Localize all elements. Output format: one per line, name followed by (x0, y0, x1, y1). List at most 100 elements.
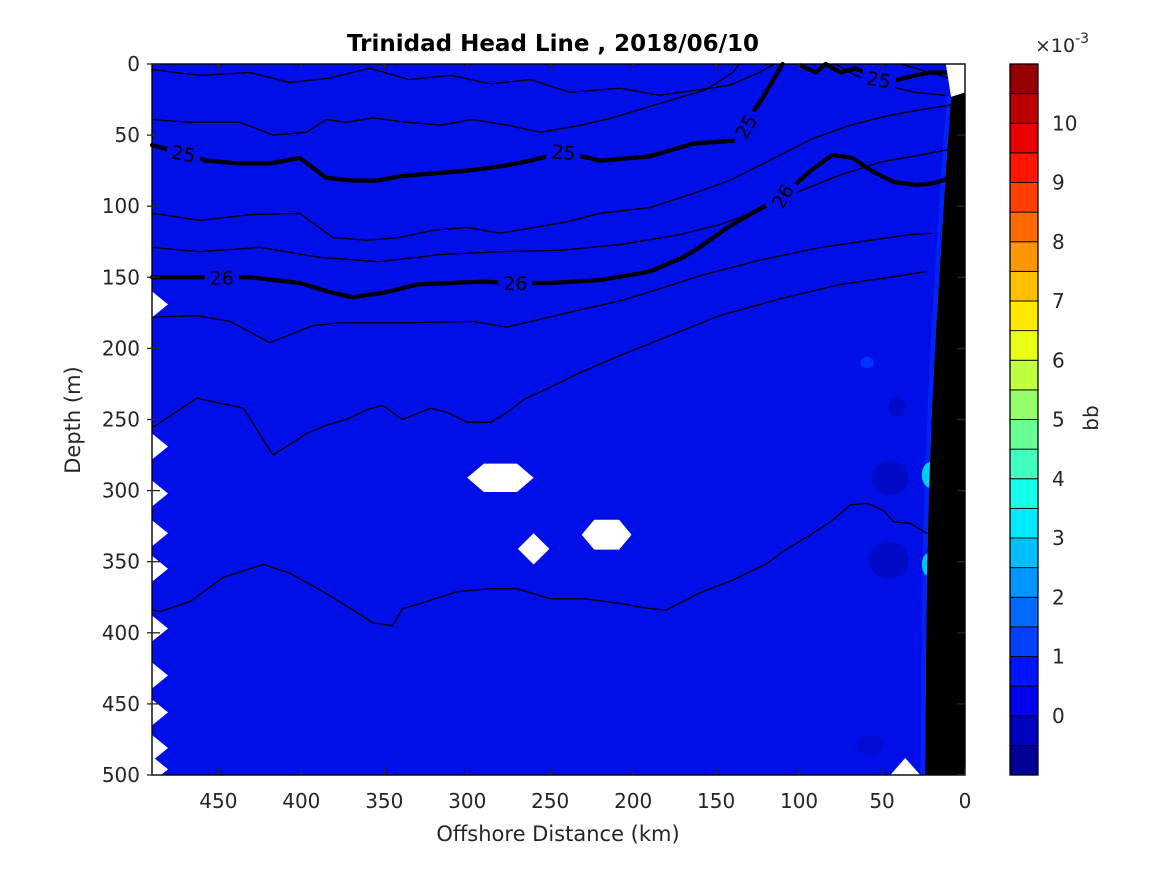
colorbar-multiplier: ×10-3 (1035, 31, 1089, 57)
dark-blob (857, 735, 884, 756)
contour-label-bg (498, 271, 533, 294)
contour-label-bg (545, 139, 582, 165)
y-tick-label: 450 (102, 692, 140, 716)
contour-label: 25 (164, 139, 203, 168)
y-tick-label: 50 (115, 123, 140, 147)
x-tick-label: 200 (614, 789, 652, 813)
x-tick-label: 250 (531, 789, 569, 813)
contour-label-text: 25 (550, 141, 576, 165)
left-edge-notch (152, 291, 168, 318)
colorbar-tick-label: 10 (1052, 111, 1077, 135)
contour-line-~26.4 (151, 502, 928, 627)
contour-label: 26 (204, 266, 239, 289)
x-tick-label: 350 (365, 789, 403, 813)
colorbar-segment (1009, 300, 1039, 332)
dark-blob (868, 541, 909, 579)
colorbar-segment (1009, 626, 1039, 657)
y-tick-label: 250 (102, 408, 140, 432)
left-edge-notch (152, 699, 168, 726)
left-edge-notch (152, 520, 168, 547)
x-tick-label: 100 (780, 789, 818, 813)
colorbar-segment (1009, 63, 1039, 95)
contour-line-~26.2 (151, 232, 933, 344)
colorbar-segment (1009, 389, 1039, 420)
colorbar-segment (1009, 330, 1039, 361)
colorbar-tick-label: 6 (1052, 348, 1065, 372)
colorbar-segment (1009, 152, 1039, 183)
contour-label-bg (764, 176, 801, 217)
dark-blob (888, 396, 906, 417)
contour-label-text: 25 (865, 68, 893, 94)
colorbar-segment (1009, 537, 1039, 569)
contour-line-25 (149, 61, 785, 183)
colorbar-tick-label: 3 (1052, 526, 1065, 550)
colorbar-segment (1009, 93, 1039, 124)
contour-line-~25.9 (899, 63, 951, 79)
contour-label-bg (204, 266, 239, 289)
x-tick-label: 50 (869, 789, 894, 813)
contour-label-bg (164, 139, 203, 168)
colorbar-tick-label: 0 (1052, 704, 1065, 728)
contour-line-~26.3 (151, 270, 926, 456)
colorbar-segment (1009, 507, 1039, 539)
x-axis-label: Offshore Distance (km) (436, 822, 679, 846)
colorbar-segment (1009, 211, 1039, 243)
missing-data-patch (467, 463, 534, 492)
seafloor-mask (925, 64, 965, 775)
colorbar-tick-label: 8 (1052, 230, 1065, 254)
contour-line-~24.7 (151, 63, 741, 136)
dark-blob (872, 460, 909, 495)
y-tick-label: 400 (102, 621, 140, 645)
contour-line-~25.3 (151, 104, 951, 241)
x-tick-label: 450 (199, 789, 237, 813)
bottom-edge-notch (890, 758, 921, 775)
colorbar-tick-label: 5 (1052, 408, 1065, 432)
contour-label-text: 25 (170, 142, 198, 168)
missing-data-patch (517, 533, 550, 565)
y-tick-label: 100 (102, 194, 140, 218)
colorbar-segment (1009, 122, 1039, 154)
surface-gap-wedge (945, 64, 965, 97)
colorbar-segment (1009, 685, 1039, 717)
left-edge-notch (152, 615, 168, 642)
colorbar-segment (1009, 419, 1039, 450)
chart-title: Trinidad Head Line , 2018/06/10 (347, 31, 759, 57)
colorbar-tick-label: 1 (1052, 645, 1065, 669)
contour-label-bg (860, 65, 898, 94)
colorbar-unit-label: bb (1079, 405, 1103, 430)
missing-data-patch (581, 519, 632, 550)
colorbar-segment (1009, 241, 1039, 272)
y-tick-label: 0 (127, 52, 140, 76)
colorbar-border (1009, 63, 1039, 776)
y-tick-label: 350 (102, 550, 140, 574)
left-edge-notch (152, 433, 168, 460)
colorbar-segment (1009, 359, 1039, 391)
colorbar-segment (1009, 270, 1039, 302)
colorbar-tick-label: 2 (1052, 585, 1065, 609)
bb-field (152, 64, 952, 775)
contour-label-text: 26 (503, 273, 527, 295)
colorbar-segment (1009, 744, 1039, 776)
contour-label-bg (727, 106, 765, 147)
y-tick-label: 200 (102, 336, 140, 360)
left-edge-notch (152, 480, 168, 507)
missing-data-masks (152, 291, 921, 783)
axes: 450 400 350 300 250 200 150 100 50 00501001502002… (102, 52, 972, 813)
colorbar-tick-label: 7 (1052, 289, 1065, 313)
x-tick-label: 300 (448, 789, 486, 813)
left-edge-notch (152, 756, 168, 783)
contour-line-26 (149, 152, 953, 300)
light-patch (860, 356, 874, 369)
colorbar-segment (1009, 182, 1039, 213)
x-tick-label: 0 (959, 789, 972, 813)
contour-label: 25 (860, 65, 898, 94)
contour-label: 25 (545, 139, 582, 165)
x-tick-label: 150 (697, 789, 735, 813)
colorbar-tick-label: 4 (1052, 467, 1065, 491)
bb-field-region (152, 64, 952, 775)
seafloor-wedge (925, 92, 965, 775)
y-tick-label: 500 (102, 763, 140, 787)
y-tick-label: 150 (102, 265, 140, 289)
